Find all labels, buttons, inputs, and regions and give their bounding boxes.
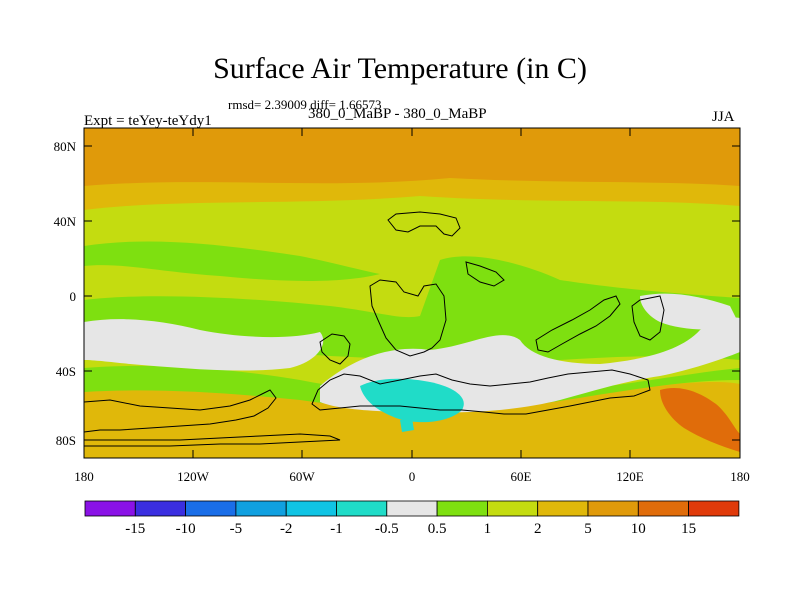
field-white-west (84, 319, 324, 371)
colorbar-box (285, 500, 337, 517)
colorbar-box (637, 500, 689, 517)
lat-tick-label: 0 (70, 289, 77, 304)
colorbar-label: 2 (534, 521, 542, 537)
colorbar-box (436, 500, 488, 517)
experiment-label: Expt = teYey-teYdy1 (84, 113, 212, 129)
outline-africa (369, 279, 447, 357)
field-white-patch (640, 293, 740, 330)
colorbar-label: 15 (681, 521, 696, 537)
field-green-south (84, 365, 740, 411)
colorbar-label: 5 (584, 521, 592, 537)
plot-subtitle: 380_0_MaBP - 380_0_MaBP (308, 106, 487, 122)
field-cyan (360, 378, 464, 423)
colorbar-box (336, 500, 388, 517)
stats-text: rmsd= 2.39009 diff= 1.66573 (228, 97, 382, 112)
outline-antarctic (311, 369, 651, 415)
colorbar-box (134, 500, 187, 517)
field-amber-sw (84, 406, 330, 446)
colorbar-label: -2 (280, 521, 293, 537)
map-field (84, 128, 740, 458)
colorbar-label: -15 (125, 521, 145, 537)
season-label: JJA (712, 109, 735, 125)
lon-tick-label: 60E (511, 469, 532, 484)
colorbar-label: 1 (484, 521, 492, 537)
lon-tick-label: 120E (616, 469, 644, 484)
colorbar: -15 -10 -5 -2 -1 -0.5 0.5 1 2 5 10 15 (84, 500, 740, 537)
colorbar-label: 0.5 (428, 521, 447, 537)
colorbar-label: -5 (230, 521, 243, 537)
field-dark-orange (660, 387, 740, 452)
outline-north (387, 211, 461, 237)
plot-title: Surface Air Temperature (in C) (213, 52, 587, 85)
outline-south-coast (84, 433, 341, 447)
lat-tick-label: 40S (56, 364, 76, 379)
outline-india (535, 295, 621, 353)
lon-tick-label: 120W (177, 469, 210, 484)
outline-southwest (84, 389, 277, 433)
colorbar-label: -0.5 (375, 521, 399, 537)
colorbar-box (84, 500, 136, 517)
colorbar-box (486, 500, 539, 517)
lon-tick-label: 180 (74, 469, 94, 484)
colorbar-box (235, 500, 287, 517)
colorbar-box (688, 500, 740, 517)
outline-arabia (465, 261, 505, 287)
lat-axis: 80N 40N 0 40S 80S (54, 139, 740, 448)
outline-south-america (319, 333, 351, 365)
field-green-north (84, 241, 380, 281)
outline-east (631, 295, 665, 341)
lon-tick-label: 180 (730, 469, 750, 484)
colorbar-box (386, 500, 438, 517)
lat-tick-label: 80N (54, 139, 77, 154)
lon-tick-label: 0 (409, 469, 416, 484)
colorbar-box (537, 500, 589, 517)
lon-tick-label: 60W (289, 469, 315, 484)
colorbar-box (587, 500, 639, 517)
field-cyan-small (400, 418, 414, 432)
lat-tick-label: 80S (56, 433, 76, 448)
lon-axis: 180 120W 60W 0 60E 120E 180 (74, 128, 750, 484)
lat-tick-label: 40N (54, 214, 77, 229)
colorbar-label: -1 (330, 521, 343, 537)
colorbar-box (185, 500, 237, 517)
colorbar-label: 10 (631, 521, 646, 537)
continent-outlines (84, 211, 665, 447)
colorbar-label: -10 (176, 521, 196, 537)
